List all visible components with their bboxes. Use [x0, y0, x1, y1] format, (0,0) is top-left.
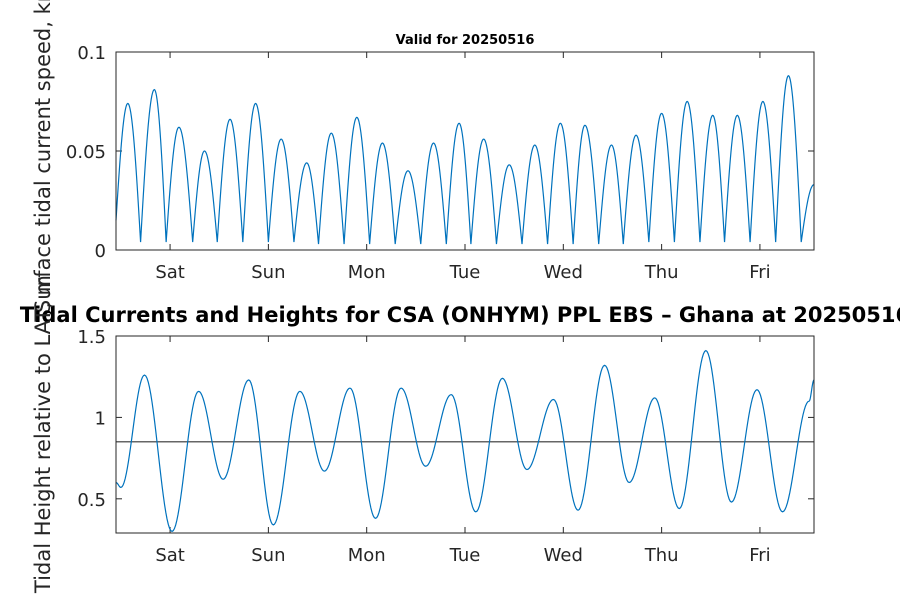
current-speed-y-tick-label: 0.05 [66, 142, 106, 163]
tidal-height-x-tick-label: Thu [644, 545, 679, 566]
tidal-height-x-tick-label: Sat [155, 545, 185, 566]
tidal-height-x-tick-label: Tue [449, 545, 481, 566]
current-speed-chart: Valid for 20250516 Sat Sun Mon Tue Wed Thu Fri… [66, 33, 815, 283]
current-speed-y-tick-label: 0.1 [77, 43, 106, 64]
tidal-height-x-tick-label: Wed [544, 545, 583, 566]
current-speed-x-tick-label: Sat [155, 262, 185, 283]
current-speed-x-tick-label: Thu [644, 262, 679, 283]
current-speed-x-tick-label: Fri [749, 262, 770, 283]
tidal-height-x-tick-label: Sun [251, 545, 285, 566]
current-speed-title: Valid for 20250516 [396, 33, 535, 48]
current-speed-y-axis-label: Surface tidal current speed, kn [31, 0, 55, 313]
tidal-height-series-line [115, 349, 815, 533]
tidal-height-y-tick-label: 1 [95, 408, 106, 429]
tidal-height-y-tick-label: 0.5 [77, 490, 106, 511]
tidal-height-y-tick-label: 1.5 [77, 327, 106, 348]
current-speed-x-tick-label: Mon [348, 262, 386, 283]
current-speed-x-tick-label: Tue [449, 262, 481, 283]
current-speed-x-tick-label: Sun [251, 262, 285, 283]
tidal-height-x-tick-label: Mon [348, 545, 386, 566]
current-speed-plot-frame [115, 51, 815, 251]
tidal-height-y-axis-label: Tidal Height relative to LAT, m [31, 275, 55, 594]
current-speed-y-tick-label: 0 [95, 241, 106, 262]
tidal-height-title: Tidal Currents and Heights for CSA (ONHY… [20, 303, 900, 327]
tidal-height-chart: Sat Sun Mon Tue Wed Thu Fri 0.5 1 1.5 [77, 327, 815, 566]
tidal-height-plot-frame [115, 335, 815, 534]
tidal-height-x-tick-label: Fri [749, 545, 770, 566]
current-speed-series-line [115, 75, 815, 245]
current-speed-x-tick-label: Wed [544, 262, 583, 283]
